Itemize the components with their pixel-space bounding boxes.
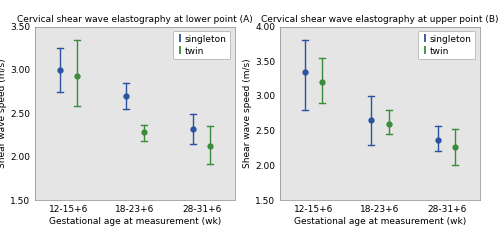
X-axis label: Gestational age at measurement (wk): Gestational age at measurement (wk) xyxy=(49,217,221,226)
Title: Cervical shear wave elastography at upper point (B): Cervical shear wave elastography at uppe… xyxy=(261,15,499,24)
X-axis label: Gestational age at measurement (wk): Gestational age at measurement (wk) xyxy=(294,217,466,226)
Legend: singleton, twin: singleton, twin xyxy=(174,31,231,59)
Legend: singleton, twin: singleton, twin xyxy=(418,31,476,59)
Title: Cervical shear wave elastography at lower point (A): Cervical shear wave elastography at lowe… xyxy=(17,15,253,24)
Y-axis label: Shear wave speed (m/s): Shear wave speed (m/s) xyxy=(243,59,252,168)
Y-axis label: Shear wave speed (m/s): Shear wave speed (m/s) xyxy=(0,59,7,168)
